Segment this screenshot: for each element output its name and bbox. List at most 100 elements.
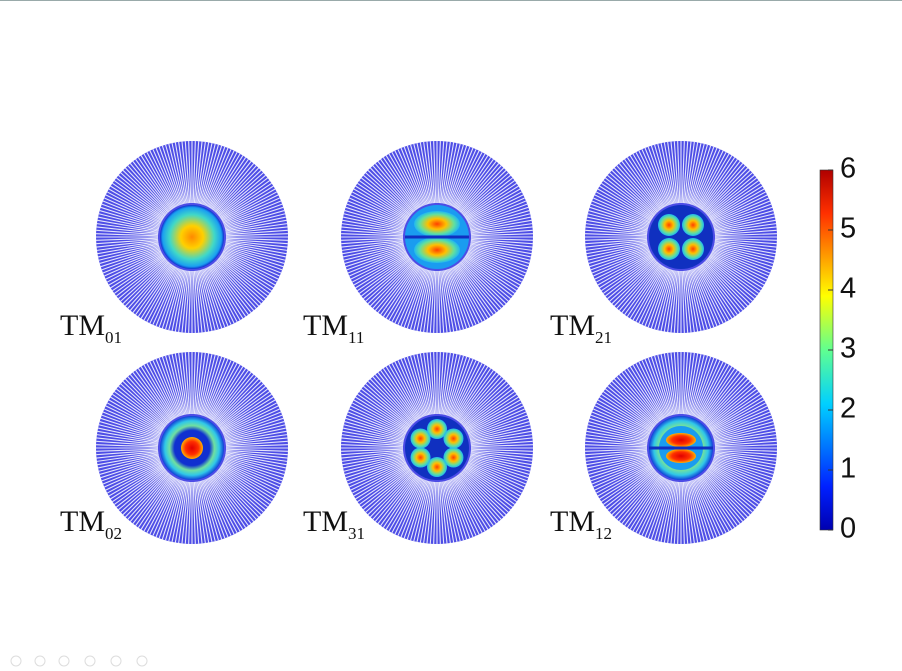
fiber-spoke [155, 147, 180, 206]
fiber-spoke [440, 481, 448, 544]
fiber-spoke [220, 254, 274, 289]
fiber-spoke [110, 465, 164, 500]
fiber-spoke [342, 219, 404, 232]
fiber-spoke [682, 270, 689, 333]
fiber-spoke [714, 243, 776, 258]
fiber-spoke [470, 451, 533, 459]
fiber-spoke [155, 358, 180, 417]
fiber-spoke [132, 474, 172, 524]
fiber-spoke [714, 451, 777, 459]
fiber-spoke [195, 481, 203, 544]
fiber-spoke [670, 481, 678, 544]
fiber-spoke [106, 463, 163, 494]
fiber-spoke [116, 257, 166, 297]
fiber-spoke [225, 238, 288, 245]
fiber-spoke [406, 145, 428, 205]
fiber-spoke [357, 255, 410, 292]
fiber-spoke [351, 191, 408, 222]
fiber-spoke [204, 479, 229, 538]
fiber-spoke [443, 270, 458, 332]
fiber-spoke [711, 250, 769, 277]
fiber-spoke [369, 472, 414, 518]
fiber-spoke [711, 197, 769, 224]
fiber-spoke [684, 352, 692, 415]
fiber-spoke [693, 268, 718, 327]
fiber-spoke [629, 155, 664, 209]
fiber-spoke [215, 261, 260, 307]
fiber-spoke [158, 357, 181, 417]
fiber-spoke [667, 141, 677, 204]
fiber-spoke [445, 480, 464, 541]
fiber-spoke [161, 480, 183, 540]
fiber-spoke [346, 203, 406, 226]
fiber-spoke [380, 264, 418, 315]
fiber-spoke [104, 461, 162, 488]
fiber-spoke [585, 451, 648, 459]
fiber-spoke [222, 197, 280, 224]
fiber-spoke [222, 462, 279, 491]
fiber-spoke [714, 453, 776, 466]
fiber-spoke [708, 182, 761, 219]
fiber-spoke [470, 242, 532, 255]
fiber-spoke [101, 459, 161, 482]
fiber-spoke [380, 475, 418, 526]
fiber-spoke [377, 372, 417, 422]
fiber-spoke [586, 430, 648, 443]
fiber-spoke [714, 242, 776, 255]
fiber-spoke [372, 376, 415, 424]
fiber-spoke [586, 243, 648, 258]
fiber-spoke [704, 261, 749, 307]
fiber-spoke [97, 430, 159, 443]
fiber-spoke [470, 452, 533, 462]
fiber-spoke [605, 468, 655, 508]
fiber-spoke [345, 457, 405, 479]
fiber-spoke [96, 229, 159, 236]
field-center [181, 437, 203, 459]
fiber-spoke [442, 142, 455, 204]
fiber-spoke [209, 155, 244, 209]
fiber-spoke [201, 145, 223, 205]
fiber-spoke [205, 478, 232, 536]
fiber-spoke [455, 368, 492, 421]
fiber-spoke [697, 364, 730, 419]
fiber-spoke [205, 149, 232, 207]
fiber-spoke [219, 467, 270, 505]
fiber-spoke [410, 144, 429, 205]
fiber-spoke [105, 194, 162, 223]
fiber-spoke [143, 153, 176, 208]
fiber-spoke [460, 261, 505, 307]
fiber-spoke [372, 472, 415, 520]
fiber-spoke [708, 256, 759, 294]
fiber-spoke [470, 241, 533, 251]
fiber-spoke [703, 376, 746, 424]
fiber-spoke [441, 270, 451, 333]
fiber-spoke [97, 453, 159, 466]
fiber-spoke [469, 245, 530, 264]
fiber-spoke [219, 256, 270, 294]
fiber-spoke [711, 194, 768, 223]
fiber-spoke [686, 481, 699, 543]
fiber-spoke [210, 157, 247, 210]
fiber-spoke [97, 216, 159, 231]
fiber-spoke [443, 353, 458, 415]
fiber-spoke [217, 174, 266, 216]
fiber-spoke [714, 452, 777, 462]
fiber-spoke [347, 411, 406, 436]
fiber-spoke [445, 355, 464, 416]
fiber-spoke [388, 266, 421, 321]
fiber-spoke [632, 364, 665, 419]
fiber-spoke [152, 267, 179, 325]
fiber-spoke [184, 270, 191, 333]
fiber-spoke [470, 437, 533, 445]
fiber-spoke [585, 448, 648, 452]
fiber-spoke [599, 254, 653, 289]
fiber-spoke [590, 459, 650, 482]
fiber-spoke [618, 374, 660, 423]
fiber-spoke [218, 388, 268, 428]
fiber-spoke [193, 352, 200, 415]
fiber-spoke [467, 405, 524, 434]
fiber-spoke [357, 393, 410, 430]
fiber-spoke [99, 245, 160, 264]
fiber-spoke [641, 478, 668, 536]
fiber-spoke [470, 226, 533, 234]
